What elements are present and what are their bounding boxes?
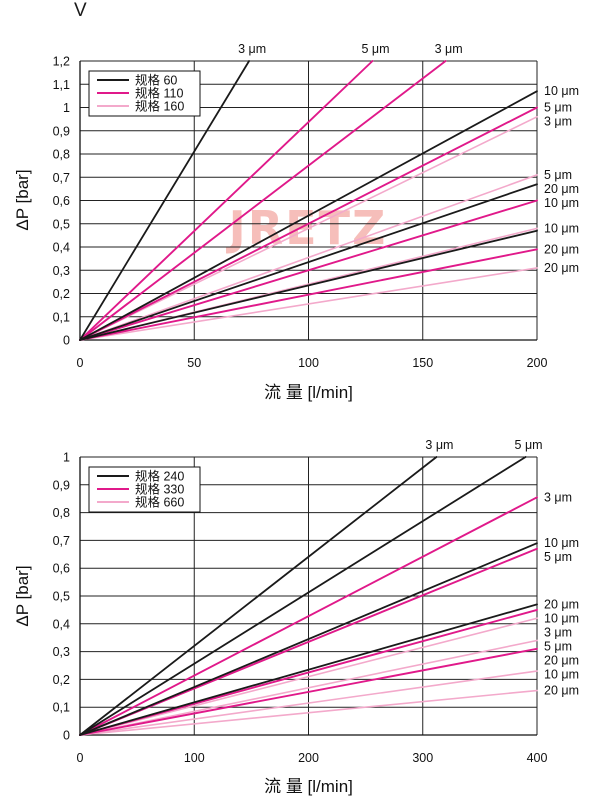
y-tick-label: 0,1 <box>53 701 70 715</box>
series-label: 10 μm <box>544 536 579 550</box>
series-line-magenta <box>79 199 538 341</box>
y-tick-label: 0,6 <box>53 562 70 576</box>
y-tick-label: 1 <box>63 451 70 465</box>
series-line-black <box>79 456 527 736</box>
series-label: 10 μm <box>544 611 579 625</box>
y-tick-label: 0 <box>63 729 70 743</box>
series-line-pink <box>79 670 538 736</box>
y-tick-label: 0,5 <box>53 217 70 231</box>
x-tick-label: 0 <box>77 751 84 765</box>
series-label: 3 μm <box>425 438 453 452</box>
y-tick-label: 0,8 <box>53 148 70 162</box>
x-axis-label: 流 量 [l/min] <box>264 383 353 402</box>
y-tick-label: 0,4 <box>53 617 70 631</box>
series-line-pink <box>79 689 538 736</box>
series-line-magenta <box>79 106 538 341</box>
series-line-magenta <box>79 496 538 736</box>
series-line-pink <box>79 639 538 736</box>
series-label: 10 μm <box>544 221 579 235</box>
x-tick-label: 100 <box>184 751 205 765</box>
series-label: 3 μm <box>544 490 572 504</box>
series-label: 5 μm <box>544 550 572 564</box>
series-line-magenta <box>79 248 538 341</box>
series-label: 5 μm <box>544 639 572 653</box>
y-tick-label: 1 <box>63 101 70 115</box>
y-tick-label: 1,1 <box>53 78 70 92</box>
y-tick-label: 0,4 <box>53 241 70 255</box>
y-tick-label: 0,7 <box>53 534 70 548</box>
x-tick-label: 50 <box>187 356 201 370</box>
series-label: 20 μm <box>544 242 579 256</box>
series-line-pink <box>79 617 538 736</box>
y-tick-label: 0,3 <box>53 264 70 278</box>
series-label: 3 μm <box>544 625 572 639</box>
series-line-black <box>79 456 438 736</box>
series-line-black <box>79 183 538 341</box>
series-label: 5 μm <box>515 438 543 452</box>
x-axis-label: 流 量 [l/min] <box>264 777 353 796</box>
series-line-pink <box>79 267 538 341</box>
series-label: 20 μm <box>544 182 579 196</box>
y-axis-label: ΔP [bar] <box>13 565 32 626</box>
x-tick-label: 100 <box>298 356 319 370</box>
x-tick-label: 200 <box>527 356 548 370</box>
series-line-magenta <box>79 60 447 341</box>
y-tick-label: 0,2 <box>53 673 70 687</box>
series-label: 20 μm <box>544 653 579 667</box>
series-label: 5 μm <box>544 101 572 115</box>
x-tick-label: 0 <box>77 356 84 370</box>
legend-label: 规格 330 <box>135 482 184 497</box>
series-line-black <box>79 603 538 736</box>
legend-label: 规格 60 <box>135 73 177 88</box>
series-line-black <box>79 542 538 736</box>
y-tick-label: 0,1 <box>53 310 70 324</box>
series-line-pink <box>79 174 538 341</box>
series-label: 10 μm <box>544 667 579 681</box>
y-axis-label: ΔP [bar] <box>13 169 32 230</box>
legend-label: 规格 240 <box>135 469 184 484</box>
series-label: 10 μm <box>544 196 579 210</box>
y-tick-label: 0,7 <box>53 171 70 185</box>
series-line-black <box>79 90 538 341</box>
series-label: 20 μm <box>544 684 579 698</box>
series-label: 3 μm <box>544 115 572 129</box>
series-label: 20 μm <box>544 597 579 611</box>
series-label: 5 μm <box>361 42 389 56</box>
y-tick-label: 0,6 <box>53 194 70 208</box>
series-line-magenta <box>79 647 538 736</box>
y-tick-label: 0,9 <box>53 478 70 492</box>
series-label: 5 μm <box>544 168 572 182</box>
series-line-black <box>79 60 250 341</box>
x-tick-label: 300 <box>412 751 433 765</box>
x-tick-label: 200 <box>298 751 319 765</box>
series-label: 20 μm <box>544 261 579 275</box>
chart-2 <box>79 456 538 736</box>
y-tick-label: 0,8 <box>53 506 70 520</box>
y-tick-label: 0,3 <box>53 645 70 659</box>
series-line-pink <box>79 116 538 341</box>
x-tick-label: 400 <box>527 751 548 765</box>
series-line-magenta <box>79 60 374 341</box>
y-tick-label: 0,2 <box>53 287 70 301</box>
y-tick-label: 0,5 <box>53 590 70 604</box>
y-tick-label: 1,2 <box>53 55 70 69</box>
series-line-black <box>79 229 538 341</box>
series-label: 3 μm <box>435 42 463 56</box>
legend-label: 规格 160 <box>135 99 184 114</box>
series-label: 3 μm <box>238 42 266 56</box>
y-tick-label: 0 <box>63 334 70 348</box>
legend-label: 规格 110 <box>135 86 183 101</box>
x-tick-label: 150 <box>412 356 433 370</box>
chart-1 <box>79 60 538 341</box>
y-tick-label: 0,9 <box>53 124 70 138</box>
corner-mark: V <box>74 0 87 21</box>
legend-label: 规格 660 <box>135 495 184 510</box>
series-label: 10 μm <box>544 84 579 98</box>
